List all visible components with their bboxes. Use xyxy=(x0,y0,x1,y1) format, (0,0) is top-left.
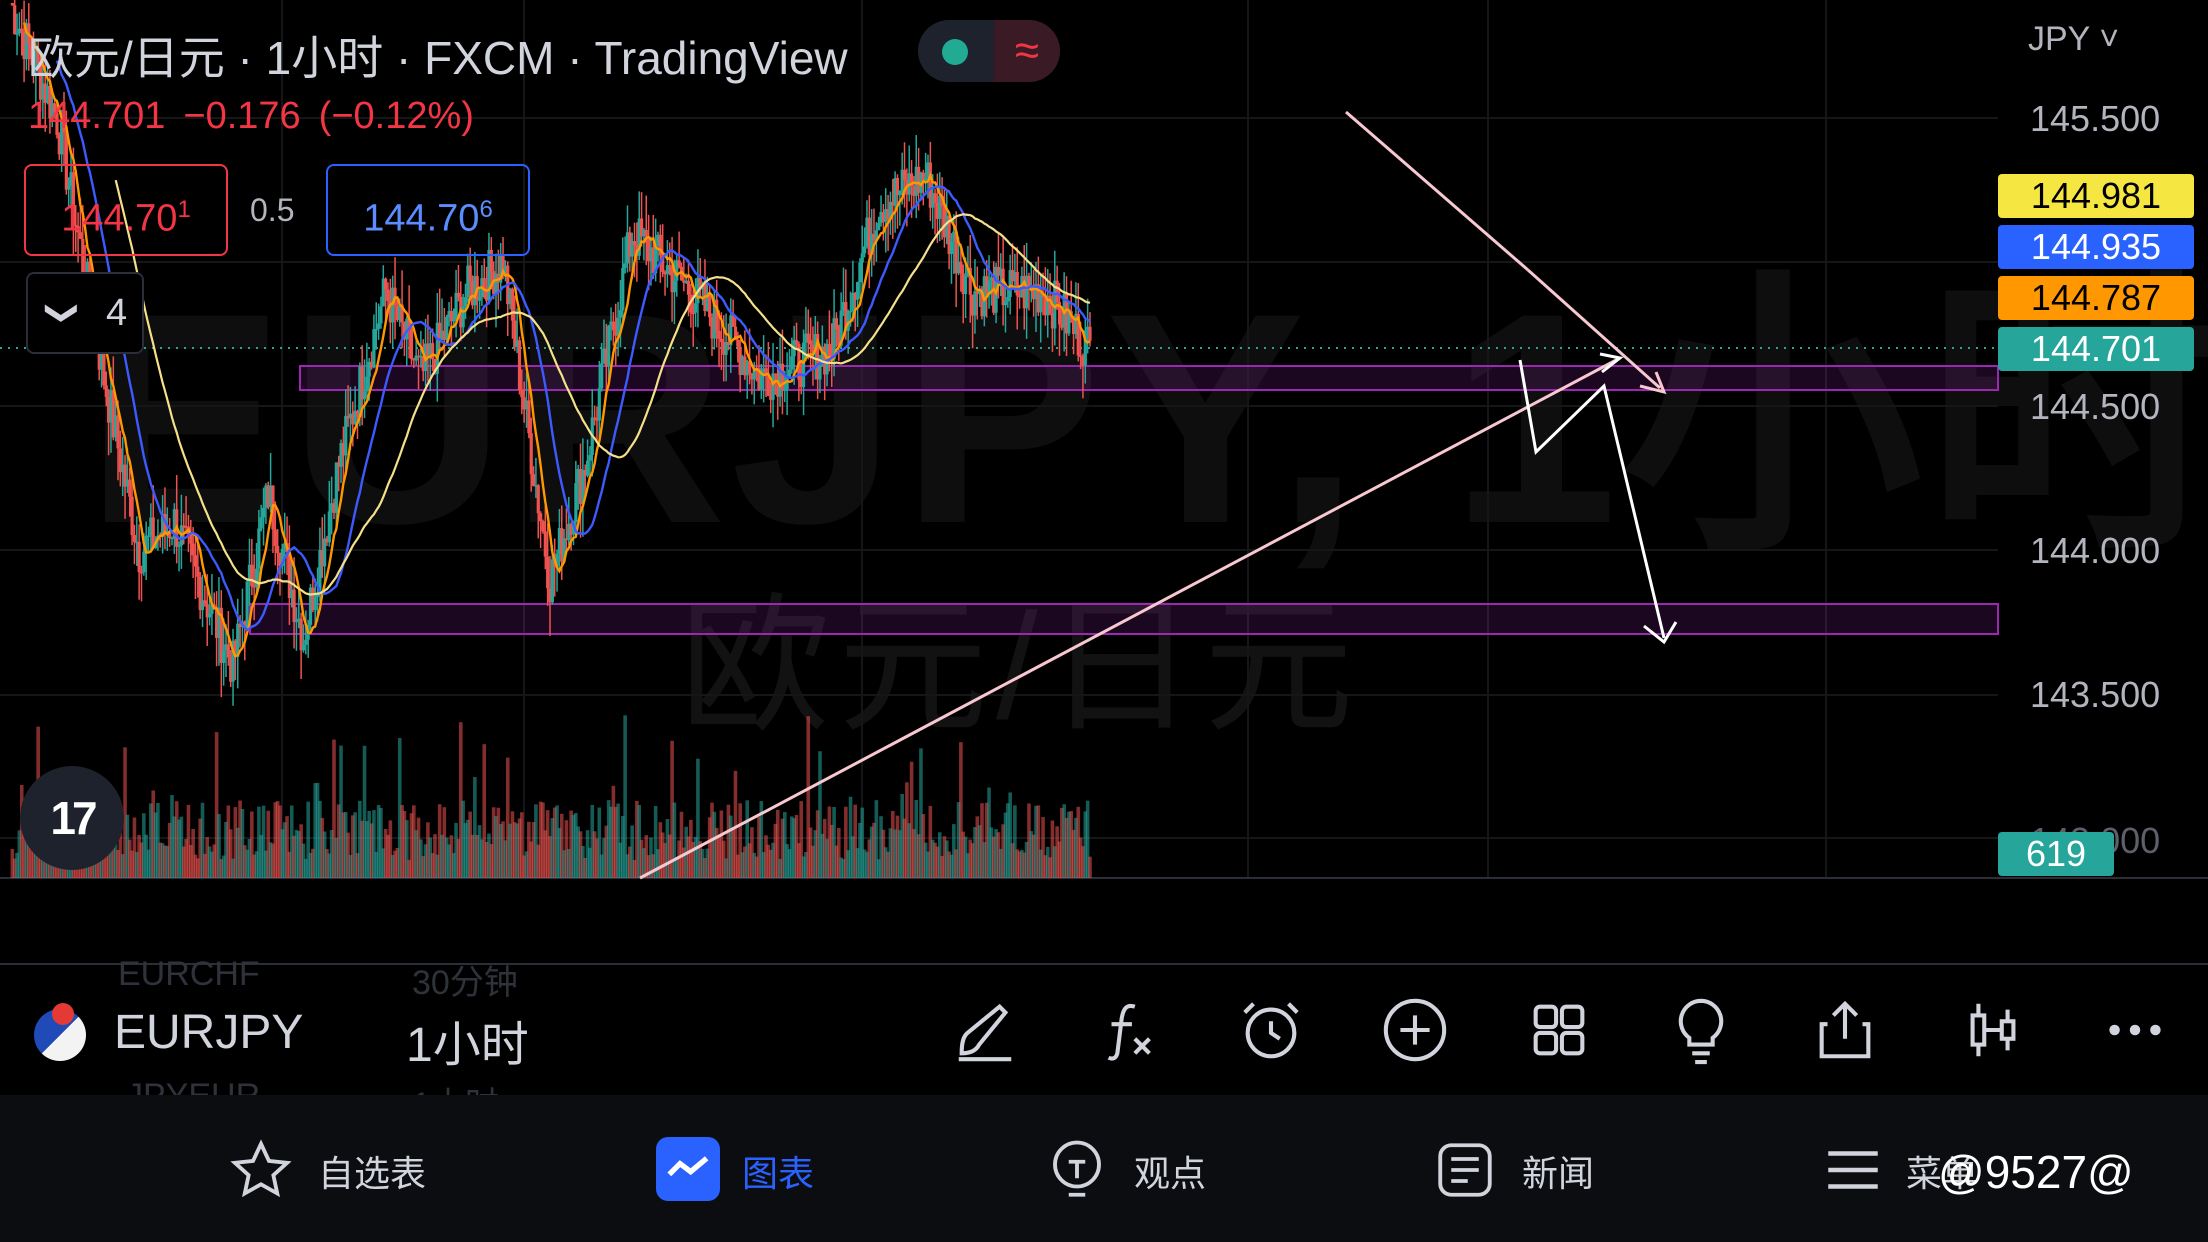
y-tick: 143.500 xyxy=(2030,674,2161,715)
star-icon xyxy=(230,1139,292,1198)
news-icon xyxy=(1438,1143,1492,1197)
sell-quote-button[interactable]: 144.701 xyxy=(24,164,228,256)
last-price-tag: 144.701 xyxy=(1998,327,2194,371)
nav-watchlist[interactable]: 自选表 xyxy=(228,1137,428,1201)
y-tick: 144.500 xyxy=(2030,386,2161,427)
symbol-watermark: EURJPY, 1小时 xyxy=(85,250,2208,586)
grid-icon[interactable] xyxy=(1524,995,1594,1065)
menu-icon xyxy=(1828,1151,1878,1189)
candlestick-icon[interactable] xyxy=(1958,995,2028,1065)
nav-label: 新闻 xyxy=(1522,1153,1595,1194)
moving-averages xyxy=(22,22,1091,658)
symbol-selector[interactable]: EURJPY xyxy=(114,1006,304,1059)
sell-price-pip: 1 xyxy=(177,196,191,223)
volume-tag: 619 xyxy=(1998,832,2114,876)
nav-chart[interactable]: 图表 xyxy=(656,1137,856,1201)
chevron-down-icon: ❯ xyxy=(45,299,82,327)
more-icon[interactable] xyxy=(2100,995,2170,1065)
nav-menu[interactable]: 菜单 xyxy=(1820,1137,2000,1201)
chevron-down-icon: ˅ xyxy=(2099,20,2120,58)
trend-drawings xyxy=(639,110,1678,880)
market-open-dot-icon xyxy=(942,39,968,65)
bottom-navigation: 自选表 图表 观点 新闻 菜单 @9527@ xyxy=(0,1095,2208,1242)
interval-selector[interactable]: 1小时 xyxy=(406,1019,529,1072)
buy-price-pip: 6 xyxy=(479,196,493,223)
ma-blue-price-tag: 144.935 xyxy=(1998,225,2194,269)
y-tick: 145.500 xyxy=(2030,98,2161,139)
nav-ideas[interactable]: 观点 xyxy=(1044,1137,1244,1201)
ghost-symbol-above: EURCHF xyxy=(118,955,260,993)
price-change-pct: (−0.12%) xyxy=(318,95,474,137)
buy-quote-button[interactable]: 144.706 xyxy=(326,164,530,256)
last-price: 144.701 xyxy=(28,95,166,137)
ma-yellow-price-tag: 144.981 xyxy=(1998,174,2194,218)
chart-toolbar: EURCHF 30分钟 JPYEUR 1小时 EURJPY 1小时 xyxy=(0,955,2208,1124)
support-resistance-zones xyxy=(249,365,1999,635)
spread-value: 0.5 xyxy=(250,192,295,228)
nav-label: 自选表 xyxy=(318,1153,427,1194)
buy-price: 144.70 xyxy=(363,197,480,240)
pen-icon[interactable] xyxy=(950,995,1020,1065)
indicator-count: 4 xyxy=(106,292,128,334)
ma-orange-price-tag: 144.787 xyxy=(1998,276,2194,320)
chart-icon xyxy=(656,1137,720,1201)
market-status-pill[interactable]: ≈ xyxy=(918,20,1060,82)
symbol-title[interactable]: 欧元/日元 · 1小时 · FXCM · TradingView xyxy=(28,32,848,84)
nav-label: 观点 xyxy=(1134,1153,1207,1194)
volume-bars xyxy=(10,715,1092,878)
currency-label: JPY xyxy=(2028,20,2090,58)
lightbulb-icon[interactable] xyxy=(1666,995,1736,1065)
eurjpy-flag-icon xyxy=(34,1003,86,1061)
y-tick: 144.000 xyxy=(2030,530,2161,571)
alarm-icon[interactable] xyxy=(1236,995,1306,1065)
ghost-interval-above: 30分钟 xyxy=(412,964,518,1002)
indicators-toggle-button[interactable]: ❯ 4 xyxy=(26,272,144,354)
ideas-icon xyxy=(1053,1140,1101,1197)
user-handle-watermark: @9527@ xyxy=(1938,1146,2134,1198)
tradingview-logo-icon[interactable]: 17 xyxy=(20,766,124,870)
add-icon[interactable] xyxy=(1380,995,1450,1065)
nav-label: 菜单 xyxy=(1906,1153,1979,1194)
share-icon[interactable] xyxy=(1810,995,1880,1065)
function-icon[interactable] xyxy=(1094,995,1164,1065)
nav-label: 图表 xyxy=(742,1153,815,1194)
currency-selector[interactable]: JPY ˅ xyxy=(2028,20,2119,59)
price-change: −0.176 xyxy=(183,95,301,137)
name-watermark: 欧元/日元 xyxy=(680,582,1362,750)
sell-price: 144.70 xyxy=(61,197,178,240)
wave-icon: ≈ xyxy=(994,20,1060,82)
price-change-line: 144.701 −0.176 (−0.12%) xyxy=(28,95,492,138)
nav-news[interactable]: 新闻 xyxy=(1432,1137,1632,1201)
chart-area[interactable]: EURJPY, 1小时 欧元/日元 欧元/日元 · 1小时 · FXCM · T… xyxy=(0,0,2208,880)
